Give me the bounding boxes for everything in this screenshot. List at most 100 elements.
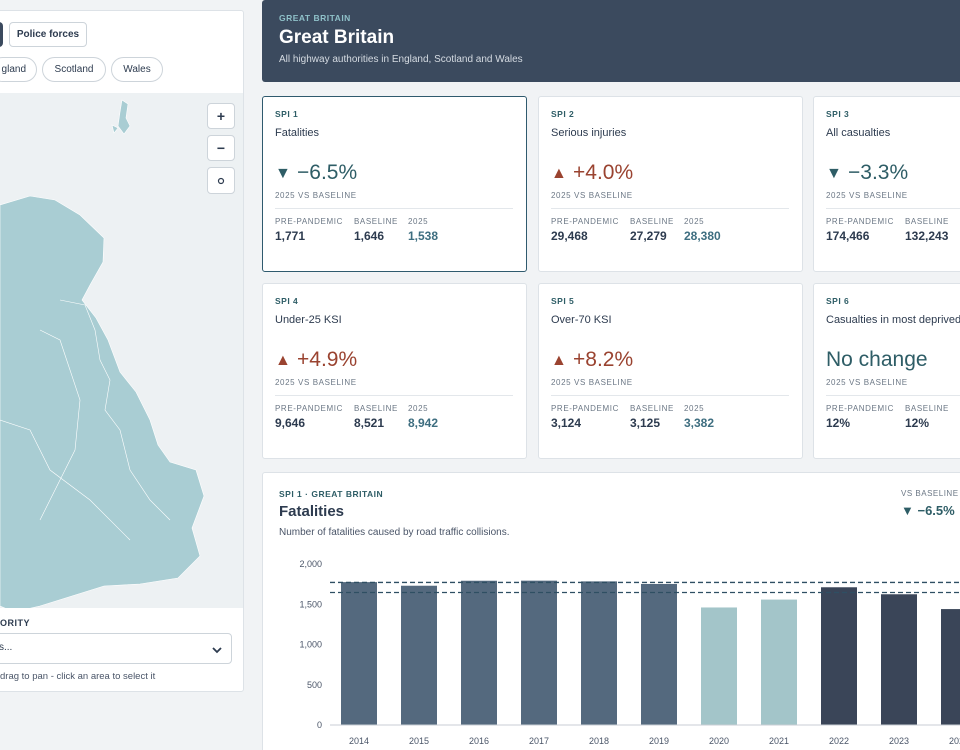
- stat-value: 1,646: [354, 229, 385, 243]
- spi-card[interactable]: SPI 3 All casualties ▼ −3.3% 2025 VS BASELIN…: [813, 96, 960, 272]
- stat-value: 29,468: [551, 229, 588, 243]
- stat-label: BASELINE: [905, 404, 949, 413]
- spi-card[interactable]: SPI 1 Fatalities ▼ −6.5% 2025 VS BASELINE PRE…: [262, 96, 527, 272]
- badge-value: ▼ −6.5%: [901, 503, 955, 518]
- chevron-icon: [212, 647, 222, 654]
- stat-label: BASELINE: [630, 217, 674, 226]
- change-value: +8.2%: [573, 348, 634, 371]
- card-eyebrow: SPI 2: [551, 109, 575, 119]
- nation-tab[interactable]: gland: [0, 57, 37, 82]
- badge-label: VS BASELINE: [901, 489, 959, 498]
- stat-value: 3,124: [551, 416, 582, 430]
- stat-label: 2025: [684, 217, 705, 226]
- islands[interactable]: [111, 99, 131, 135]
- change-arrow: ▲: [551, 165, 567, 182]
- nation-tab[interactable]: Wales: [111, 57, 163, 82]
- map-area[interactable]: [0, 93, 243, 613]
- divider: [275, 208, 513, 209]
- stat-value: 8,942: [408, 416, 439, 430]
- change-value: −3.3%: [848, 161, 909, 184]
- change-value: +4.9%: [297, 348, 358, 371]
- header-subtitle: All highway authorities in England, Scot…: [279, 54, 523, 65]
- comparison-label: 2025 VS BASELINE: [551, 378, 633, 387]
- reset-button[interactable]: [207, 167, 235, 194]
- change-arrow: ▲: [551, 352, 567, 369]
- divider: [551, 395, 789, 396]
- card-eyebrow: SPI 4: [275, 296, 299, 306]
- header-title: Great Britain: [279, 27, 395, 48]
- stat-label: PRE-PANDEMIC: [551, 217, 619, 226]
- map-hint: drag to pan - click an area to select it: [0, 671, 156, 682]
- card-title: All casualties: [826, 127, 891, 139]
- map: [0, 99, 205, 613]
- spi-card[interactable]: SPI 6 Casualties in most deprived No chang…: [813, 283, 960, 459]
- stat-value: 1,771: [275, 229, 306, 243]
- stat-label: BASELINE: [354, 404, 398, 413]
- card-eyebrow: SPI 5: [551, 296, 575, 306]
- change-arrow: ▼: [275, 165, 291, 182]
- stat-value: 3,125: [630, 416, 661, 430]
- zoom-button[interactable]: +: [207, 103, 235, 129]
- spi-card[interactable]: SPI 2 Serious injuries ▲ +4.0% 2025 VS BASEL…: [538, 96, 803, 272]
- zoom-button[interactable]: −: [207, 135, 235, 161]
- comparison-label: 2025 VS BASELINE: [551, 191, 633, 200]
- divider: [826, 208, 960, 209]
- stat-label: 2025: [684, 404, 705, 413]
- stat-label: 2025: [408, 217, 429, 226]
- stat-value: 132,243: [905, 229, 949, 243]
- divider: [275, 395, 513, 396]
- stat-value: 3,382: [684, 416, 715, 430]
- stat-value: 27,279: [630, 229, 667, 243]
- chart-eyebrow: SPI 1 · GREAT BRITAIN: [279, 489, 384, 499]
- divider: [826, 395, 960, 396]
- card-title: Under-25 KSI: [275, 314, 342, 326]
- stat-label: 2025: [408, 404, 429, 413]
- reset-icon: [217, 177, 225, 184]
- filter-button[interactable]: Police forces: [9, 22, 87, 47]
- active-button[interactable]: [0, 22, 3, 47]
- card-title: Serious injuries: [551, 127, 627, 139]
- card-title: Casualties in most deprived: [826, 314, 960, 326]
- stat-label: PRE-PANDEMIC: [826, 404, 894, 413]
- card-title: Over-70 KSI: [551, 314, 612, 326]
- nation-tab[interactable]: Scotland: [42, 57, 106, 82]
- comparison-label: 2025 VS BASELINE: [826, 378, 908, 387]
- stat-label: PRE-PANDEMIC: [826, 217, 894, 226]
- header-eyebrow: GREAT BRITAIN: [279, 13, 351, 23]
- header: GREAT BRITAIN Great Britain All highway au…: [262, 0, 960, 82]
- stat-value: 1,538: [408, 229, 439, 243]
- stat-value: 12%: [826, 416, 851, 430]
- chart-card: SPI 1 · GREAT BRITAIN Fatalities Number of…: [262, 472, 960, 750]
- comparison-label: 2025 VS BASELINE: [826, 191, 908, 200]
- change-value: +4.0%: [573, 161, 634, 184]
- spi-card[interactable]: SPI 5 Over-70 KSI ▲ +8.2% 2025 VS BASELINE PR…: [538, 283, 803, 459]
- card-eyebrow: SPI 3: [826, 109, 850, 119]
- stat-value: 28,380: [684, 229, 721, 243]
- change-value: −6.5%: [297, 161, 358, 184]
- stat-label: BASELINE: [630, 404, 674, 413]
- stat-label: BASELINE: [905, 217, 949, 226]
- chart-subtitle: Number of fatalities caused by road traf…: [279, 527, 510, 538]
- comparison-label: 2025 VS BASELINE: [275, 191, 357, 200]
- chart-title: Fatalities: [279, 503, 345, 520]
- spi-card[interactable]: SPI 4 Under-25 KSI ▲ +4.9% 2025 VS BASELINE P…: [262, 283, 527, 459]
- stat-value: 12%: [905, 416, 930, 430]
- divider: [551, 208, 789, 209]
- stat-label: PRE-PANDEMIC: [275, 404, 343, 413]
- authority-select[interactable]: s...: [0, 633, 232, 664]
- change-value: No change: [826, 348, 928, 371]
- stat-label: PRE-PANDEMIC: [551, 404, 619, 413]
- change-arrow: ▲: [275, 352, 291, 369]
- region-borders: [0, 299, 171, 541]
- card-eyebrow: SPI 6: [826, 296, 850, 306]
- comparison-label: 2025 VS BASELINE: [275, 378, 357, 387]
- select-value: s...: [0, 642, 13, 653]
- great-britain[interactable]: [0, 195, 205, 613]
- stat-value: 8,521: [354, 416, 385, 430]
- change-arrow: ▼: [826, 165, 842, 182]
- field-label: ORITY: [0, 618, 31, 628]
- stat-value: 9,646: [275, 416, 306, 430]
- select-chevron: [212, 642, 222, 660]
- card-eyebrow: SPI 1: [275, 109, 299, 119]
